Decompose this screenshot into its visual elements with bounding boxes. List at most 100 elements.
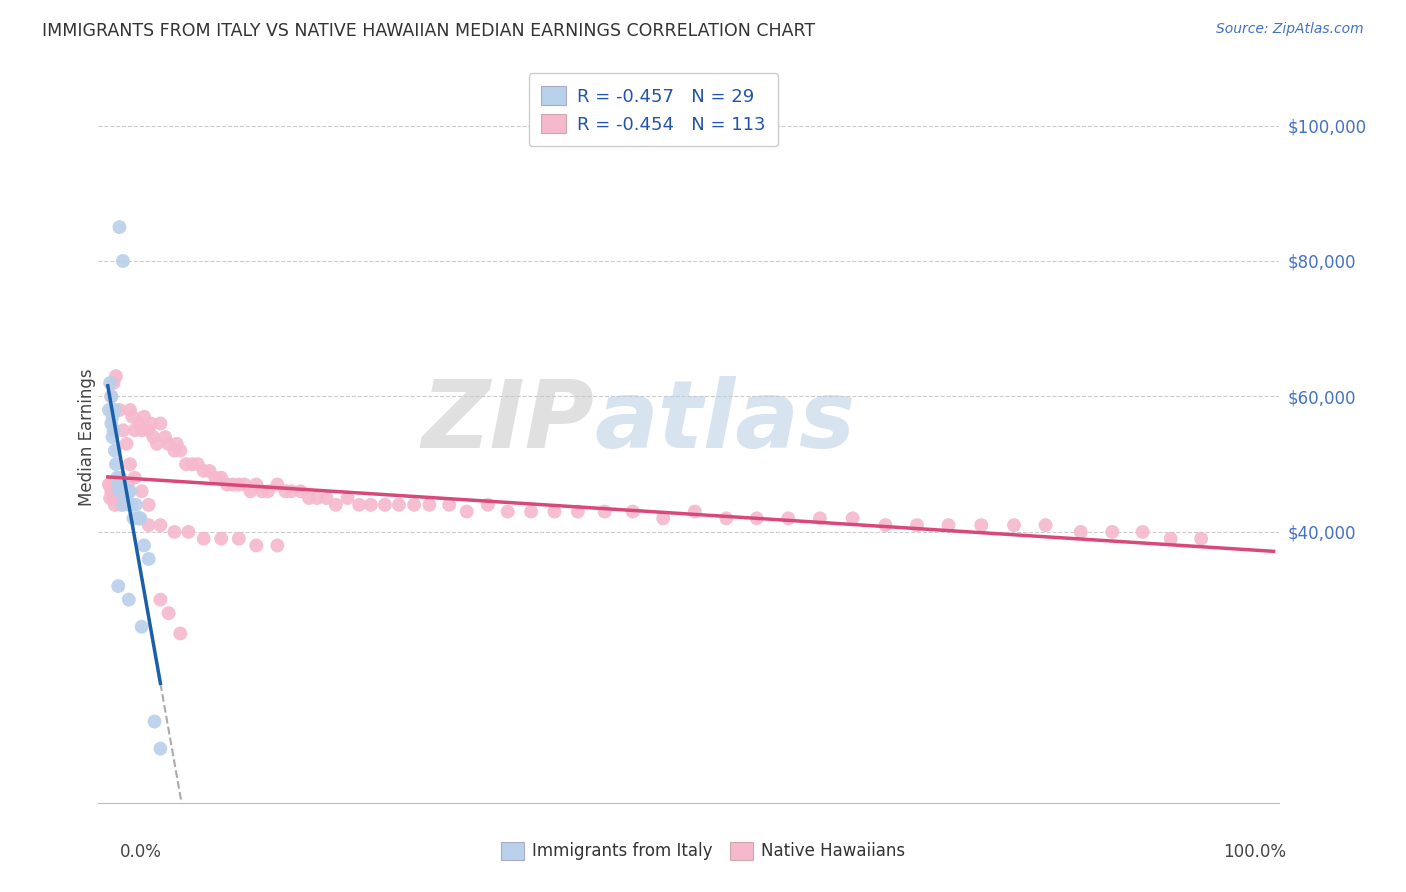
Point (198, 464, 221, 478)
Point (716, 511, 738, 525)
Point (120, 498, 142, 512)
Point (193, 464, 215, 478)
Point (149, 741, 172, 756)
Point (280, 484, 302, 499)
Point (239, 484, 262, 499)
Point (111, 254, 134, 268)
Point (149, 417, 172, 431)
Point (107, 491, 129, 505)
Point (266, 538, 288, 552)
Point (118, 457, 141, 471)
Point (100, 389, 122, 403)
Point (652, 511, 675, 525)
Point (118, 498, 141, 512)
Point (1160, 532, 1182, 546)
Point (250, 484, 273, 499)
Point (404, 498, 426, 512)
Point (778, 511, 800, 525)
Point (111, 491, 134, 505)
Point (1035, 518, 1057, 533)
Point (347, 498, 370, 512)
Point (456, 505, 478, 519)
Legend: R = -0.457   N = 29, R = -0.454   N = 113: R = -0.457 N = 29, R = -0.454 N = 113 (529, 73, 779, 146)
Point (114, 491, 136, 505)
Point (104, 369, 127, 384)
Point (101, 484, 124, 499)
Point (97, 477, 120, 491)
Point (110, 471, 132, 485)
Point (149, 518, 172, 533)
Text: IMMIGRANTS FROM ITALY VS NATIVE HAWAIIAN MEDIAN EARNINGS CORRELATION CHART: IMMIGRANTS FROM ITALY VS NATIVE HAWAIIAN… (42, 22, 815, 40)
Point (98, 491, 121, 505)
Point (104, 498, 127, 512)
Point (307, 491, 329, 505)
Point (115, 491, 138, 505)
Point (1101, 524, 1123, 539)
Point (110, 498, 132, 512)
Point (132, 409, 155, 424)
Point (131, 423, 153, 437)
Point (496, 505, 519, 519)
Point (841, 511, 863, 525)
Point (131, 620, 153, 634)
Point (104, 477, 127, 491)
Point (118, 592, 141, 607)
Point (153, 430, 176, 444)
Point (439, 498, 461, 512)
Point (215, 477, 238, 491)
Point (520, 505, 543, 519)
Point (245, 477, 267, 491)
Point (233, 477, 256, 491)
Point (100, 417, 122, 431)
Point (418, 498, 440, 512)
Point (193, 532, 215, 546)
Point (257, 484, 280, 499)
Point (108, 403, 131, 417)
Point (117, 477, 139, 491)
Point (98, 477, 121, 491)
Point (107, 579, 129, 593)
Point (745, 511, 768, 525)
Point (132, 538, 155, 552)
Point (181, 457, 204, 471)
Point (104, 443, 127, 458)
Point (174, 457, 197, 471)
Point (1189, 532, 1212, 546)
Point (177, 524, 200, 539)
Point (266, 477, 288, 491)
Point (107, 477, 129, 491)
Point (157, 437, 180, 451)
Point (808, 511, 831, 525)
Point (128, 417, 150, 431)
Point (118, 403, 141, 417)
Point (228, 532, 250, 546)
Point (114, 484, 136, 499)
Point (104, 403, 127, 417)
Point (112, 484, 135, 499)
Point (111, 498, 134, 512)
Point (118, 484, 141, 499)
Point (138, 423, 160, 437)
Point (593, 505, 616, 519)
Text: 100.0%: 100.0% (1223, 843, 1286, 861)
Point (1132, 524, 1154, 539)
Text: 0.0%: 0.0% (120, 843, 162, 861)
Point (274, 484, 297, 499)
Point (315, 491, 337, 505)
Point (122, 511, 145, 525)
Point (115, 437, 138, 451)
Point (127, 511, 149, 525)
Point (621, 505, 644, 519)
Point (209, 471, 232, 485)
Point (169, 443, 191, 458)
Point (142, 430, 165, 444)
Point (683, 505, 706, 519)
Point (108, 220, 131, 235)
Point (163, 443, 186, 458)
Point (125, 498, 148, 512)
Point (290, 484, 312, 499)
Point (128, 511, 150, 525)
Point (101, 430, 124, 444)
Point (103, 491, 125, 505)
Legend: Immigrants from Italy, Native Hawaiians: Immigrants from Italy, Native Hawaiians (491, 831, 915, 871)
